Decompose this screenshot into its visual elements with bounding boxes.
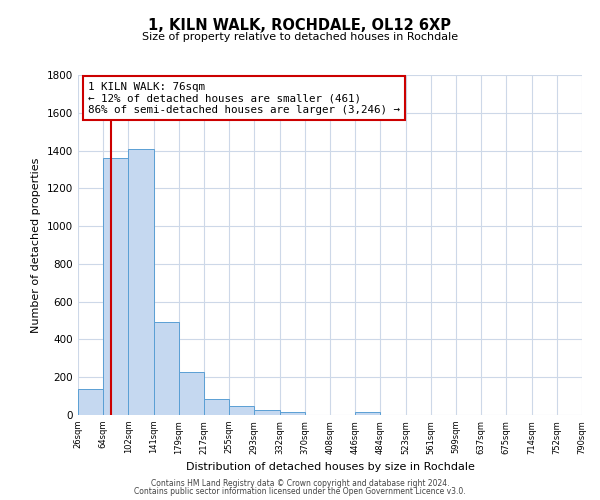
Bar — [103, 158, 128, 415]
Y-axis label: Number of detached properties: Number of detached properties — [31, 158, 41, 332]
Bar — [128, 148, 154, 415]
Bar — [355, 412, 380, 415]
X-axis label: Distribution of detached houses by size in Rochdale: Distribution of detached houses by size … — [185, 462, 475, 472]
Bar — [254, 410, 280, 415]
Text: Contains HM Land Registry data © Crown copyright and database right 2024.: Contains HM Land Registry data © Crown c… — [151, 478, 449, 488]
Text: Contains public sector information licensed under the Open Government Licence v3: Contains public sector information licen… — [134, 487, 466, 496]
Text: Size of property relative to detached houses in Rochdale: Size of property relative to detached ho… — [142, 32, 458, 42]
Bar — [280, 412, 305, 415]
Bar — [229, 406, 254, 415]
Text: 1 KILN WALK: 76sqm
← 12% of detached houses are smaller (461)
86% of semi-detach: 1 KILN WALK: 76sqm ← 12% of detached hou… — [88, 82, 400, 115]
Bar — [204, 399, 229, 415]
Bar — [78, 388, 103, 415]
Bar — [179, 372, 204, 415]
Text: 1, KILN WALK, ROCHDALE, OL12 6XP: 1, KILN WALK, ROCHDALE, OL12 6XP — [149, 18, 452, 32]
Bar — [154, 322, 179, 415]
